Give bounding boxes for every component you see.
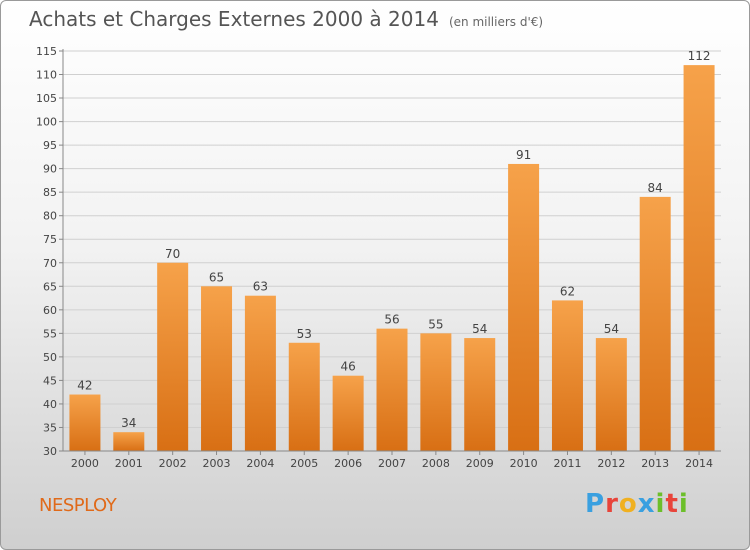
- y-tick-label: 95: [43, 139, 57, 152]
- bar-2008: [420, 333, 452, 451]
- bar-2014: [683, 65, 715, 451]
- y-tick-label: 85: [43, 186, 57, 199]
- x-tick-label-2013: 2013: [641, 457, 669, 470]
- bar-2003: [201, 286, 233, 451]
- data-label-2002: 70: [165, 247, 180, 261]
- data-label-2006: 46: [340, 360, 355, 374]
- data-label-2005: 53: [297, 327, 312, 341]
- x-tick-label-2007: 2007: [378, 457, 406, 470]
- proxiti-logo: Proxiti: [585, 489, 689, 519]
- y-tick-label: 40: [43, 398, 57, 411]
- y-tick-label: 110: [36, 69, 57, 82]
- y-tick-label: 80: [43, 210, 57, 223]
- data-label-2004: 63: [253, 280, 268, 294]
- bar-2011: [551, 300, 583, 451]
- chart-title: Achats et Charges Externes 2000 à 2014 (e…: [29, 7, 543, 31]
- chart-unit: (en milliers d'€): [448, 15, 544, 29]
- data-label-2009: 54: [472, 322, 487, 336]
- bar-2006: [332, 375, 364, 451]
- y-tick-label: 65: [43, 280, 57, 293]
- data-label-2008: 55: [428, 317, 443, 331]
- x-tick-label-2006: 2006: [334, 457, 362, 470]
- logo-letter: P: [585, 489, 606, 519]
- y-tick-label: 115: [36, 45, 57, 58]
- data-label-2007: 56: [384, 313, 399, 327]
- x-tick-label-2012: 2012: [597, 457, 625, 470]
- x-tick-label-2010: 2010: [510, 457, 538, 470]
- logo-letter: i: [678, 489, 689, 519]
- x-tick-label-2003: 2003: [203, 457, 231, 470]
- x-tick-label-2011: 2011: [553, 457, 581, 470]
- x-tick-label-2000: 2000: [71, 457, 99, 470]
- data-label-2010: 91: [516, 148, 531, 162]
- logo-letter: r: [605, 489, 619, 519]
- bar-2004: [244, 295, 276, 451]
- y-tick-label: 45: [43, 374, 57, 387]
- logo-letter: t: [665, 489, 679, 519]
- y-tick-label: 75: [43, 233, 57, 246]
- data-label-2014: 112: [688, 49, 711, 63]
- y-tick-label: 30: [43, 445, 57, 458]
- data-label-2001: 34: [121, 416, 136, 430]
- bar-2005: [288, 342, 320, 451]
- y-tick-label: 35: [43, 421, 57, 434]
- commune-name: NESPLOY: [39, 495, 117, 516]
- logo-letter: x: [637, 489, 656, 519]
- y-tick-label: 105: [36, 92, 57, 105]
- x-tick-label-2005: 2005: [290, 457, 318, 470]
- x-tick-label-2002: 2002: [159, 457, 187, 470]
- data-label-2000: 42: [77, 379, 92, 393]
- x-tick-label-2004: 2004: [246, 457, 274, 470]
- y-axis: 30 35 40 45 50 55 60 65 70 75 80 85 90 95 100 105 110 115: [36, 45, 64, 458]
- bar-2010: [508, 163, 540, 452]
- bar-2013: [639, 196, 671, 451]
- logo-letter: o: [618, 489, 638, 519]
- bar-2001: [113, 432, 145, 451]
- bar-2009: [464, 338, 496, 451]
- y-tick-label: 55: [43, 327, 57, 340]
- chart-title-text: Achats et Charges Externes 2000 à 2014: [29, 7, 439, 31]
- x-tick-label-2008: 2008: [422, 457, 450, 470]
- y-tick-label: 90: [43, 163, 57, 176]
- x-tick-label-2014: 2014: [685, 457, 713, 470]
- x-axis: 2000 2001 2002 2003 2004 2005 2006 2007 2008 2009…: [63, 450, 721, 470]
- data-label-2012: 54: [604, 322, 619, 336]
- data-label-2003: 65: [209, 270, 224, 284]
- x-tick-label-2001: 2001: [115, 457, 143, 470]
- y-tick-label: 70: [43, 257, 57, 270]
- bar-2000: [69, 394, 101, 451]
- data-label-2013: 84: [648, 181, 663, 195]
- bar-2002: [157, 262, 189, 451]
- x-tick-label-2009: 2009: [466, 457, 494, 470]
- logo-letter: i: [655, 489, 666, 519]
- bar-2007: [376, 328, 408, 451]
- data-label-2011: 62: [560, 284, 575, 298]
- y-tick-label: 100: [36, 116, 57, 129]
- y-tick-label: 60: [43, 304, 57, 317]
- bars: 42 34 70 65 63 53 46 56 55 54 91 62 54 84 112: [69, 49, 715, 452]
- bar-2012: [595, 338, 627, 451]
- y-tick-label: 50: [43, 351, 57, 364]
